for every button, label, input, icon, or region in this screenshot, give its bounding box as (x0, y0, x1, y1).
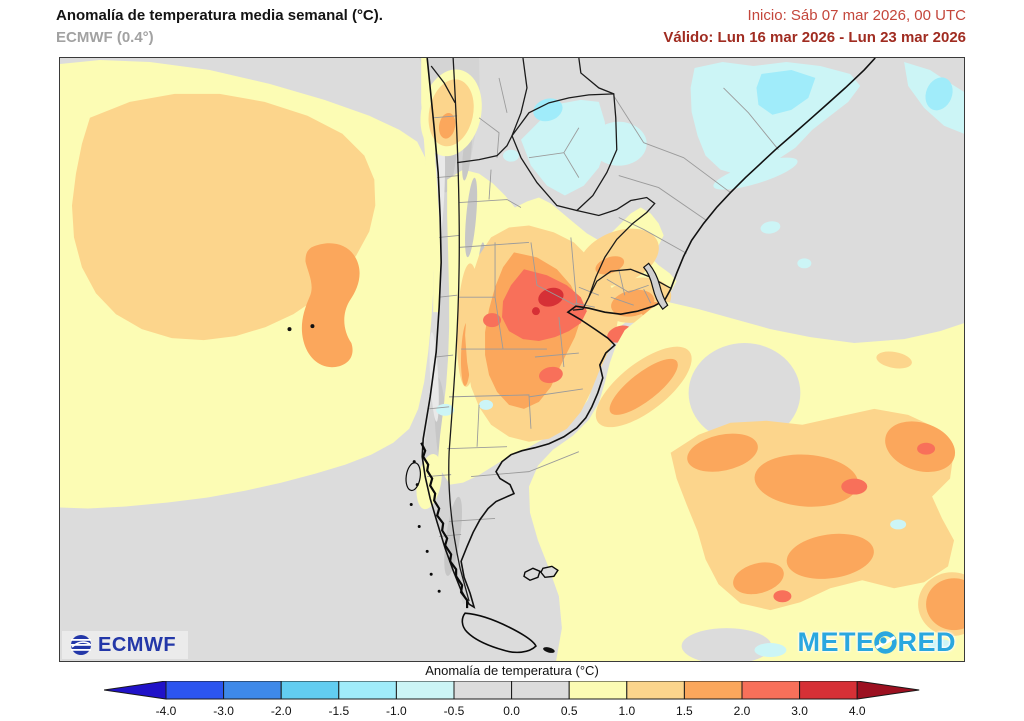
model-subtitle: ECMWF (0.4°) (56, 29, 154, 46)
colorbar-arrow-right (856, 681, 920, 700)
colorbar-tick-label: 3.0 (791, 704, 808, 718)
ecmwf-logo-text: ECMWF (98, 633, 177, 656)
colorbar-segment (626, 681, 685, 700)
colorbar-tick-label: 0.5 (561, 704, 578, 718)
colorbar-tick-label: -0.5 (444, 704, 465, 718)
ecmwf-attribution: ECMWF (62, 631, 189, 659)
colorbar-tick-label: 2.0 (734, 704, 751, 718)
colorbar-tick-label: 4.0 (849, 704, 866, 718)
colorbar-tick-label: -1.5 (328, 704, 349, 718)
colorbar-segment (683, 681, 743, 700)
warm-anomaly-continent (416, 58, 677, 510)
coastline (421, 58, 876, 609)
meteored-logo-text-right: RED (897, 627, 956, 657)
colorbar: -4.0 -3.0 -2.0 -1.5 -1.0 -0.5 0.0 0.5 1.0 1.5 2.0 3… (104, 681, 920, 718)
colorbar-segment (223, 681, 282, 700)
colorbar-tick-label: 1.0 (618, 704, 635, 718)
falkland-islands (523, 565, 559, 582)
colorbar-tick-label: 0.0 (503, 704, 520, 718)
colorbar-tick-label: -3.0 (213, 704, 234, 718)
fjords-and-islands (287, 324, 559, 654)
colorbar-caption: Anomalía de temperatura (°C) (425, 663, 599, 678)
colorbar-segment (568, 681, 628, 700)
anomaly-map-canvas (60, 58, 964, 661)
colorbar-tick-label: -2.0 (271, 704, 292, 718)
page-title: Anomalía de temperatura media semanal (°… (56, 7, 383, 24)
colorbar-segment (453, 681, 513, 700)
isla-de-los-estados (543, 647, 555, 653)
meteored-logo-text-left: METE (797, 627, 875, 657)
anomaly-map: ECMWF METE RED (59, 57, 965, 662)
coastal-lagoon (642, 262, 669, 311)
colorbar-arrow-left (104, 681, 167, 700)
colorbar-tick-label: 1.5 (676, 704, 693, 718)
valid-date-range: Válido: Lun 16 mar 2026 - Lun 23 mar 202… (663, 29, 966, 46)
warm-anomaly-pacific (60, 59, 434, 509)
colorbar-segment (165, 681, 225, 700)
run-init-date: Inicio: Sáb 07 mar 2026, 00 UTC (747, 7, 966, 24)
warm-anomaly-atlantic (528, 301, 964, 661)
colorbar-segment (280, 681, 340, 700)
meteored-logo: METE RED (797, 627, 956, 658)
meteored-o-icon (874, 631, 898, 654)
colorbar-segment (395, 681, 455, 700)
tierra-del-fuego (461, 612, 537, 654)
province-borders (427, 77, 779, 537)
cool-anomaly-patches (436, 61, 964, 658)
country-borders (430, 58, 671, 602)
colorbar-segment (338, 681, 397, 700)
colorbar-tick-label: -4.0 (156, 704, 177, 718)
ecmwf-logo-icon (71, 635, 91, 655)
colorbar-segment (741, 681, 801, 700)
colorbar-segment (799, 681, 858, 700)
colorbar-segment (511, 681, 570, 700)
colorbar-tick-label: -1.0 (386, 704, 407, 718)
